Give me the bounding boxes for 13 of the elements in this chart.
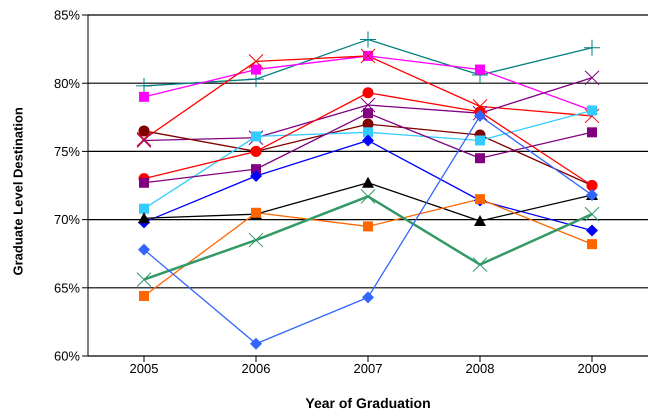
y-tick-label: 85%: [54, 8, 80, 23]
y-axis-title: Graduate Level Destination: [10, 107, 26, 276]
y-tick-label: 70%: [54, 212, 80, 228]
y-tick-label: 65%: [54, 280, 80, 296]
y-tick-label: 75%: [54, 144, 80, 160]
x-axis-title: Year of Graduation: [305, 395, 431, 411]
y-tick-label: 80%: [54, 76, 80, 91]
x-tick-label: 2007: [354, 361, 382, 376]
y-tick-label: 60%: [54, 348, 80, 364]
x-tick-label: 2005: [130, 361, 158, 376]
x-tick-label: 2008: [466, 361, 494, 376]
x-tick-label: 2009: [578, 361, 606, 376]
x-tick-label: 2006: [242, 361, 270, 376]
